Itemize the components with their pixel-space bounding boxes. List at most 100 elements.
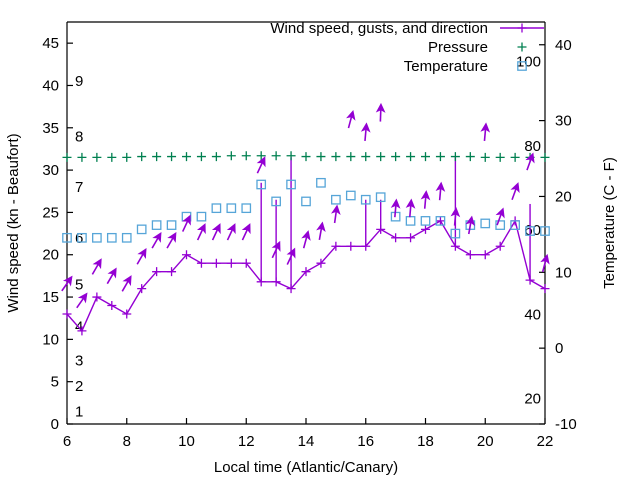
wind-direction-arrow (360, 122, 371, 142)
temperature-point (241, 203, 252, 214)
pressure-point (465, 152, 475, 162)
pressure-point (450, 152, 460, 162)
legend-label: Wind speed, gusts, and direction (270, 20, 488, 37)
x-tick-label: 12 (238, 433, 255, 450)
wind-direction-arrow (346, 109, 356, 129)
temperature-point (360, 194, 371, 205)
wind-speed-point (525, 275, 535, 285)
temperature-point (405, 216, 416, 226)
x-tick-label: 6 (63, 433, 71, 450)
temperature-point (435, 216, 446, 226)
y-tick-label: 0 (51, 416, 59, 433)
temperature-point (106, 232, 117, 243)
wind-speed-point (286, 284, 296, 294)
wind-speed-point (301, 267, 311, 277)
temperature-point (301, 196, 311, 207)
y2-tick-label: 40 (555, 37, 572, 54)
temperature-point (345, 190, 356, 201)
wind-direction-arrow (331, 204, 341, 224)
wind-direction-arrow (375, 102, 386, 122)
y2-tick-label: -10 (555, 416, 577, 433)
pressure-point (107, 152, 117, 162)
x-tick-label: 20 (477, 433, 494, 450)
fahrenheit-label: 80 (524, 138, 541, 155)
wind-speed-point (361, 241, 371, 251)
wind-speed-point (62, 309, 72, 319)
y-tick-label: 10 (42, 331, 59, 348)
pressure-point (346, 152, 356, 162)
wind-direction-arrow (196, 223, 206, 241)
wind-direction-arrow (525, 152, 535, 171)
wind-speed-point (196, 258, 206, 268)
wind-direction-arrow (271, 240, 281, 259)
pressure-point (137, 152, 147, 162)
y-tick-label: 35 (42, 120, 59, 137)
wind-direction-arrow (405, 198, 416, 218)
y-tick-label: 20 (42, 247, 59, 264)
wind-speed-point (465, 250, 475, 260)
pressure-point (421, 152, 430, 162)
temperature-point (196, 211, 207, 222)
wind-speed-point (540, 284, 550, 294)
y-tick-label: 40 (42, 77, 59, 94)
pressure-point (435, 152, 445, 162)
fahrenheit-label: 40 (524, 306, 541, 323)
wind-direction-arrow (256, 156, 266, 174)
wind-speed-point (450, 241, 460, 251)
wind-direction-arrow (76, 292, 88, 309)
beaufort-label: 8 (75, 128, 83, 145)
pressure-point (376, 152, 386, 162)
temperature-point (121, 232, 132, 243)
wind-direction-arrow (211, 223, 221, 241)
y-tick-label: 5 (51, 374, 59, 391)
pressure-point (196, 152, 206, 162)
legend-label: Temperature (404, 58, 488, 75)
fahrenheit-label: 20 (524, 391, 541, 408)
wind-speed-point (152, 267, 162, 277)
y2-tick-label: 0 (555, 340, 563, 357)
pressure-point (122, 152, 132, 162)
wind-direction-arrow (241, 223, 251, 241)
pressure-point (256, 151, 266, 161)
legend-pressure-marker (517, 42, 527, 52)
wind-speed-point (107, 301, 117, 311)
x-axis-title: Local time (Atlantic/Canary) (214, 459, 398, 476)
pressure-point (241, 151, 251, 161)
beaufort-label: 3 (75, 353, 83, 370)
legend-label: Pressure (428, 39, 488, 56)
wind-speed-point (271, 277, 281, 287)
temperature-point (420, 216, 431, 226)
temperature-point (226, 203, 237, 214)
pressure-point (62, 152, 72, 162)
x-tick-label: 18 (417, 433, 434, 450)
pressure-point (211, 152, 221, 162)
wind-speed-point (77, 326, 87, 336)
pressure-point (480, 152, 490, 162)
wind-speed-point (182, 250, 191, 260)
wind-speed-point (241, 258, 251, 268)
temperature-point (62, 232, 72, 243)
temperature-point (375, 192, 386, 203)
pressure-point (391, 152, 401, 162)
wind-speed-point (167, 267, 177, 277)
temperature-point (211, 203, 222, 214)
pressure-point (510, 152, 520, 162)
temperature-point (480, 218, 491, 229)
wind-speed-point (391, 233, 401, 243)
y-tick-label: 30 (42, 162, 59, 179)
beaufort-label: 7 (75, 179, 83, 196)
temperature-point (450, 228, 461, 239)
legend-temperature-marker (517, 61, 527, 71)
pressure-point (167, 152, 177, 162)
y-tick-label: 45 (42, 35, 59, 52)
y2-axis-title: Temperature (C - F) (601, 157, 618, 289)
y2-tick-label: 30 (555, 113, 572, 130)
temperature-point (151, 220, 162, 230)
pressure-point (495, 152, 505, 162)
fahrenheit-label: 60 (524, 222, 541, 239)
wind-direction-arrow (61, 275, 73, 292)
wind-speed-point (376, 224, 386, 234)
y2-tick-label: 20 (555, 188, 572, 205)
wind-direction-arrow (301, 230, 311, 249)
wind-speed-point (226, 258, 236, 268)
